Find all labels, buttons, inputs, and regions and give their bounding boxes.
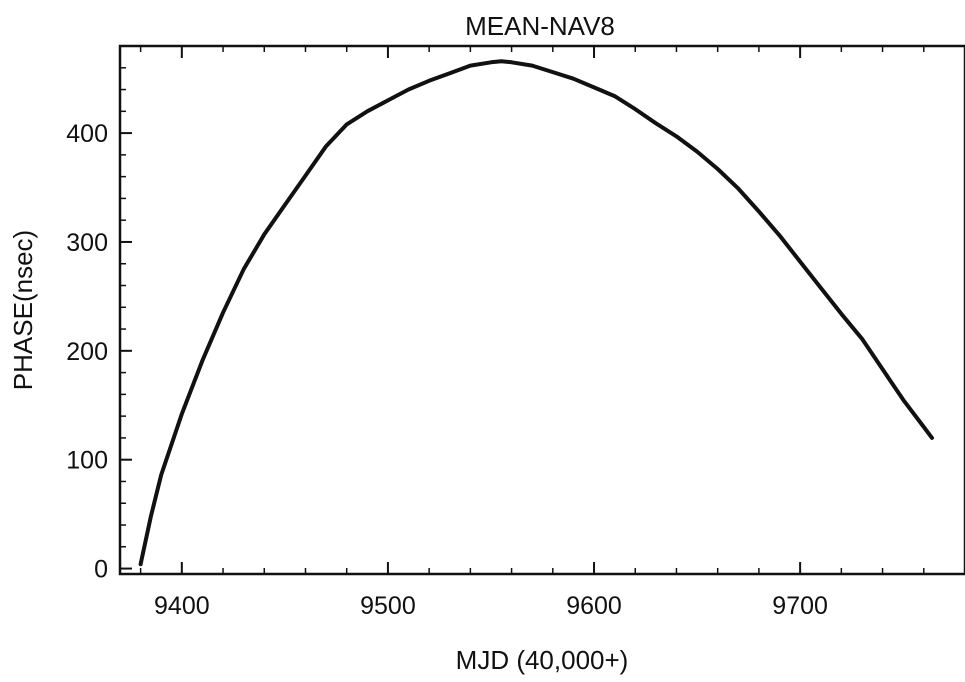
x-tick-label: 9500	[360, 592, 416, 620]
y-tick-label: 200	[66, 338, 108, 366]
y-tick-label: 400	[66, 120, 108, 148]
series-line	[138, 59, 934, 567]
y-tick-label: 100	[66, 447, 108, 475]
plot-frame	[118, 44, 965, 576]
x-tick-label: 9600	[566, 592, 622, 620]
y-tick-label: 0	[94, 556, 108, 584]
x-tick-label: 9400	[154, 592, 210, 620]
y-tick-label: 300	[66, 229, 108, 257]
chart-title: MEAN-NAV8	[465, 11, 615, 41]
y-axis-label: PHASE(nsec)	[8, 230, 38, 390]
x-tick-label: 9700	[772, 592, 828, 620]
series-layer	[138, 59, 934, 567]
tick-marks	[120, 46, 925, 574]
x-tick-labels: 9400 9500 9600 9700	[154, 592, 828, 620]
x-axis-label: MJD (40,000+)	[456, 645, 629, 675]
y-tick-labels: 0 100 200 300 400	[66, 120, 108, 583]
